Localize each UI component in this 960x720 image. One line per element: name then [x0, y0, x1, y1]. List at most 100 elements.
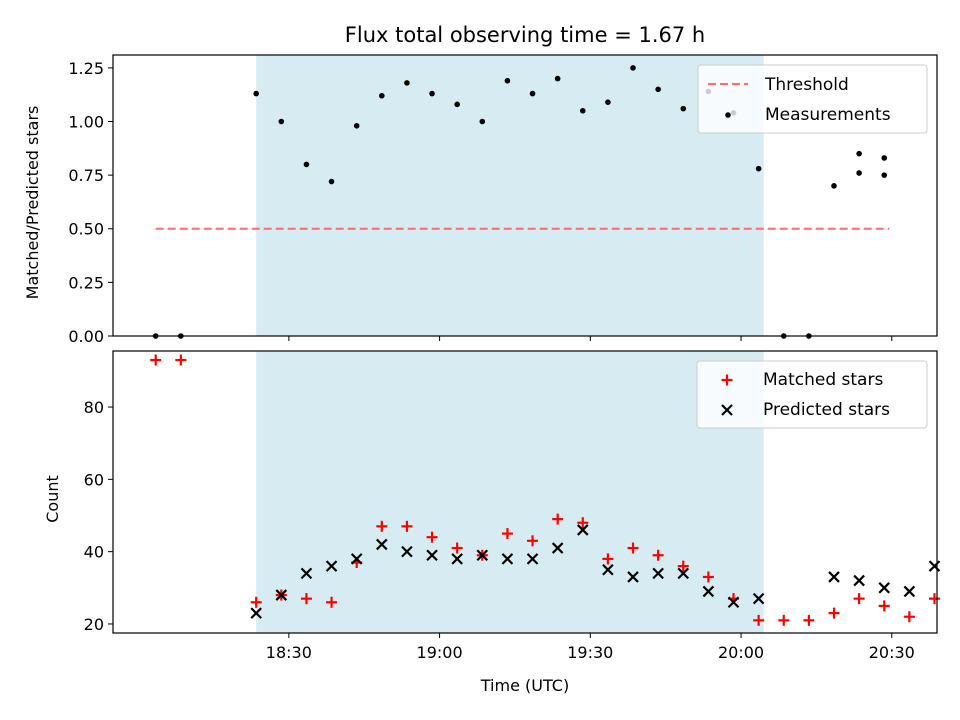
- measurement-point: [755, 165, 762, 172]
- measurement-point: [454, 101, 460, 108]
- predicted-star-point: [350, 553, 363, 565]
- predicted-star-point: [627, 571, 639, 583]
- legend-measurements-label: Measurements: [765, 105, 891, 125]
- legend-matched-label: Matched stars: [763, 370, 883, 390]
- top-y-tick-label: 0.00: [68, 327, 104, 346]
- x-tick-label: 18:30: [266, 643, 312, 662]
- x-tick-label: 20:00: [718, 643, 764, 662]
- measurement-point: [831, 183, 837, 189]
- measurement-point: [404, 80, 410, 86]
- measurement-point: [278, 118, 285, 125]
- predicted-star-point: [325, 560, 338, 572]
- matched-star-point: [401, 520, 413, 532]
- measurement-point: [429, 90, 435, 97]
- predicted-star-point: [828, 571, 840, 583]
- matched-star-point: [753, 614, 765, 626]
- measurement-point: [881, 155, 888, 161]
- measurement-point: [554, 75, 561, 82]
- bottom-y-tick-label: 20: [84, 615, 104, 634]
- top-panel: 0.00 0.25 0.50 0.75 1.00 1.25 Matched/Predict…: [23, 54, 938, 346]
- x-tick-label: 19:00: [417, 643, 463, 662]
- predicted-star-point: [426, 549, 438, 562]
- predicted-star-point: [526, 553, 539, 565]
- x-axis-label: Time (UTC): [480, 676, 569, 695]
- chart-title: Flux total observing time = 1.67 h: [345, 23, 705, 47]
- predicted-star-point: [702, 585, 715, 598]
- measurement-point: [856, 150, 862, 157]
- bottom-panel: 20 40 60 80 18:30 19:00 19:30 20:00 20:30 Count…: [43, 350, 941, 695]
- bottom-y-tick-label: 60: [84, 470, 104, 489]
- predicted-star-point: [853, 574, 865, 587]
- top-y-tick-label: 0.75: [68, 166, 104, 185]
- bottom-legend: Matched stars Predicted stars: [696, 360, 928, 429]
- predicted-star-point: [376, 538, 388, 551]
- top-legend: Threshold Measurements: [697, 64, 928, 134]
- predicted-star-point: [677, 567, 690, 580]
- legend-plus-marker: [721, 374, 733, 386]
- bottom-y-tick-label: 80: [84, 398, 104, 417]
- x-tick-label: 19:30: [567, 643, 613, 662]
- legend-predicted-swatch: [721, 404, 733, 416]
- bottom-y-axis-label: Count: [43, 475, 62, 523]
- bottom-y-tick-label: 40: [84, 543, 104, 562]
- matched-star-point: [150, 354, 162, 366]
- matched-star-point: [300, 593, 312, 605]
- matched-star-point: [426, 531, 438, 543]
- matched-star-point: [702, 571, 714, 583]
- predicted-star-point: [275, 589, 288, 601]
- measurement-point: [504, 77, 511, 84]
- measurement-point: [379, 92, 385, 99]
- matched-star-point: [527, 535, 539, 547]
- matched-star-point: [853, 593, 865, 605]
- predicted-star-point: [250, 607, 262, 619]
- matched-star-point: [627, 542, 639, 554]
- matched-star-point: [501, 528, 513, 540]
- matched-star-point: [602, 553, 614, 565]
- matched-star-point: [451, 542, 463, 554]
- legend-threshold-label: Threshold: [764, 75, 849, 95]
- measurement-point: [630, 65, 636, 71]
- matched-star-point: [828, 607, 840, 619]
- predicted-star-point: [903, 585, 916, 598]
- matched-star-point: [250, 596, 262, 608]
- top-y-axis-label: Matched/Predicted stars: [23, 106, 42, 300]
- matched-star-point: [552, 513, 564, 525]
- predicted-star-point: [652, 567, 664, 580]
- predicted-star-point: [752, 592, 765, 605]
- matched-star-point: [878, 600, 890, 612]
- measurement-point: [655, 86, 661, 93]
- measurement-point: [680, 105, 687, 112]
- matched-star-point: [652, 549, 664, 561]
- predicted-star-point: [551, 542, 564, 554]
- predicted-star-point: [401, 545, 413, 558]
- predicted-star-point: [501, 553, 514, 565]
- predicted-star-point: [878, 582, 891, 594]
- matched-star-point: [577, 517, 589, 529]
- measurement-point: [353, 122, 360, 129]
- matched-star-point: [175, 354, 187, 366]
- top-y-tick-label: 1.00: [68, 112, 104, 131]
- matched-star-point: [376, 520, 388, 532]
- predicted-star-point: [577, 524, 589, 536]
- matched-star-point: [326, 596, 338, 608]
- measurement-point: [579, 107, 586, 114]
- predicted-star-point: [602, 563, 614, 576]
- top-shaded-span: [256, 55, 764, 336]
- legend-measurements-swatch: [725, 112, 731, 118]
- measurement-point: [881, 172, 888, 178]
- legend-predicted-label: Predicted stars: [763, 400, 890, 420]
- measurement-point: [303, 161, 310, 168]
- measurement-point: [253, 90, 259, 97]
- predicted-star-point: [928, 560, 941, 572]
- measurement-point: [529, 90, 536, 97]
- predicted-star-point: [476, 549, 489, 562]
- measurement-point: [328, 178, 335, 185]
- predicted-star-point: [451, 553, 463, 565]
- measurement-point: [856, 170, 862, 176]
- legend-x-marker: [721, 404, 733, 416]
- top-y-tick-label: 1.25: [68, 59, 104, 78]
- x-tick-label: 20:30: [869, 643, 915, 662]
- measurement-point: [605, 99, 611, 105]
- matched-star-point: [903, 611, 915, 623]
